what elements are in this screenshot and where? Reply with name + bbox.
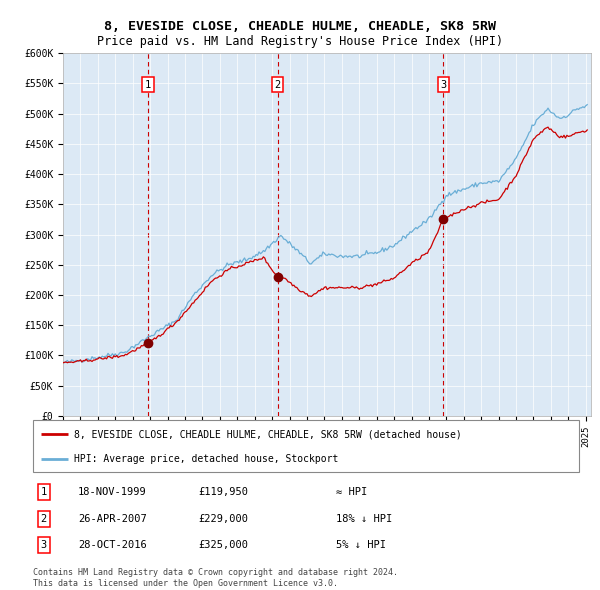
Text: 18-NOV-1999: 18-NOV-1999 — [78, 487, 147, 497]
Text: 3: 3 — [41, 540, 47, 550]
Text: 1: 1 — [145, 80, 151, 90]
Text: 5% ↓ HPI: 5% ↓ HPI — [336, 540, 386, 550]
Text: £229,000: £229,000 — [198, 514, 248, 523]
FancyBboxPatch shape — [33, 420, 579, 472]
Text: 28-OCT-2016: 28-OCT-2016 — [78, 540, 147, 550]
Text: 1: 1 — [41, 487, 47, 497]
Text: Price paid vs. HM Land Registry's House Price Index (HPI): Price paid vs. HM Land Registry's House … — [97, 35, 503, 48]
Text: 8, EVESIDE CLOSE, CHEADLE HULME, CHEADLE, SK8 5RW (detached house): 8, EVESIDE CLOSE, CHEADLE HULME, CHEADLE… — [74, 429, 462, 439]
Text: HPI: Average price, detached house, Stockport: HPI: Average price, detached house, Stoc… — [74, 454, 338, 464]
Text: 8, EVESIDE CLOSE, CHEADLE HULME, CHEADLE, SK8 5RW: 8, EVESIDE CLOSE, CHEADLE HULME, CHEADLE… — [104, 20, 496, 33]
Text: Contains HM Land Registry data © Crown copyright and database right 2024.
This d: Contains HM Land Registry data © Crown c… — [33, 568, 398, 588]
Text: 18% ↓ HPI: 18% ↓ HPI — [336, 514, 392, 523]
Text: 3: 3 — [440, 80, 446, 90]
Text: 26-APR-2007: 26-APR-2007 — [78, 514, 147, 523]
Text: 2: 2 — [41, 514, 47, 523]
Text: £325,000: £325,000 — [198, 540, 248, 550]
Text: 2: 2 — [275, 80, 281, 90]
Text: £119,950: £119,950 — [198, 487, 248, 497]
Text: ≈ HPI: ≈ HPI — [336, 487, 367, 497]
